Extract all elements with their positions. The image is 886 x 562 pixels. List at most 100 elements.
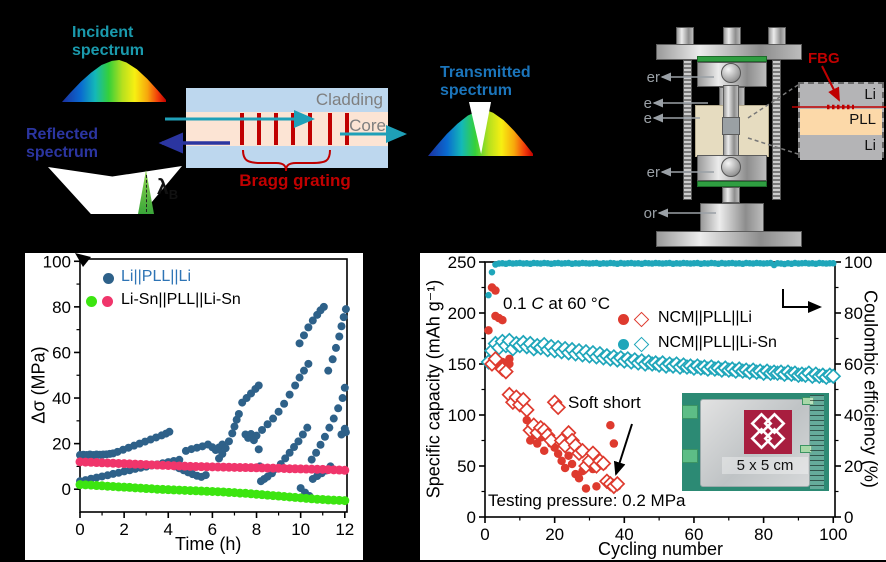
grating-bar [257, 113, 261, 145]
stress-chart: 0 2 4 6 8 10 12 0 20 40 60 80 100 [43, 253, 355, 539]
grating-bar [345, 113, 349, 145]
capacity-y-axis-title: Specific capacity (mAh g⁻¹) [423, 279, 444, 499]
svg-text:0: 0 [480, 525, 489, 544]
svg-text:80: 80 [52, 298, 71, 317]
bragg-grating-label: Bragg grating [239, 171, 351, 190]
bottom-cylinder [700, 203, 764, 233]
cycling-x-axis-title: Cycling number [598, 539, 724, 559]
cutoff-label: e [643, 95, 652, 112]
svg-text:20: 20 [844, 457, 863, 476]
svg-text:80: 80 [844, 304, 863, 323]
svg-text:40: 40 [52, 389, 71, 408]
threaded-rod [772, 60, 781, 200]
efficiency-y-axis-title: Coulombic efficiency (%) [860, 290, 881, 488]
svg-text:0: 0 [844, 508, 853, 527]
svg-text:20: 20 [52, 435, 71, 454]
svg-text:12: 12 [335, 520, 354, 539]
svg-text:100: 100 [819, 525, 847, 544]
reflected-spectrum-label: Reflected spectrum [26, 126, 99, 161]
svg-text:80: 80 [754, 525, 773, 544]
grating-bar [291, 113, 295, 145]
svg-text:50: 50 [457, 457, 476, 476]
cell-inset: Li PLL Li [798, 82, 884, 160]
cutoff-label: or [643, 205, 657, 222]
cycling-chart-panel: 0 20 40 60 80 100 0 50 100 150 200 250 0 20 40 60 80 100 … [420, 253, 886, 560]
bottom-plate [656, 231, 802, 247]
svg-text:6: 6 [208, 520, 217, 539]
tape-tab [682, 449, 698, 463]
core-label: Core [349, 116, 386, 135]
incident-spectrum-shape [62, 60, 166, 102]
tape-tab [682, 405, 698, 419]
cutoff-label: er [646, 69, 660, 86]
svg-text:100: 100 [43, 253, 71, 271]
university-logo-icon [744, 410, 792, 454]
lower-shaft [722, 187, 740, 203]
pouch-size-caption: 5 x 5 cm [722, 457, 808, 474]
gasket-bottom [697, 181, 767, 187]
legend-li-pll-li: Li||PLL||Li [121, 268, 191, 285]
svg-text:250: 250 [448, 253, 476, 272]
svg-text:0: 0 [62, 480, 71, 499]
pll-label: PLL [849, 111, 876, 128]
bolt [768, 27, 786, 45]
incident-spectrum-label: Incident spectrum [72, 24, 145, 59]
transmitted-spectrum-label: Transmitted spectrum [440, 64, 531, 99]
svg-text:150: 150 [448, 355, 476, 374]
svg-text:200: 200 [448, 304, 476, 323]
legend-lisn-pll-lisn: Li-Sn||PLL||Li-Sn [121, 291, 241, 308]
svg-text:0: 0 [75, 520, 84, 539]
stress-x-axis-title: Time (h) [175, 534, 242, 554]
legend-marker-red-circle [618, 314, 629, 325]
fbg-label: FBG [808, 50, 840, 67]
grating-bar [240, 113, 244, 145]
legend-ncm-pll-li: NCM||PLL||Li [658, 309, 752, 326]
svg-text:20: 20 [545, 525, 564, 544]
ruler [810, 395, 824, 489]
legend-ncm-pll-lisn: NCM||PLL||Li-Sn [658, 334, 777, 351]
stress-chart-panel: 0 2 4 6 8 10 12 0 20 40 60 80 100 Δσ (MPa) Time (h) … [25, 253, 363, 560]
grating-bar [308, 113, 312, 145]
legend-marker-green-circle [86, 296, 97, 307]
threaded-rod [683, 60, 692, 200]
li-bottom-label: Li [864, 137, 876, 154]
rate-condition-label: 0.1 C at 60 °C [503, 294, 610, 313]
grating-bar [328, 113, 332, 145]
svg-text:40: 40 [844, 406, 863, 425]
legend-marker-pink-circle [102, 296, 113, 307]
grating-bar [274, 113, 278, 145]
cladding-label: Cladding [315, 90, 383, 109]
bolt [723, 27, 741, 45]
optical-fiber: Cladding Core [186, 88, 388, 168]
cutoff-label: e [643, 110, 652, 127]
testing-pressure-label: Testing pressure: 0.2 MPa [488, 491, 686, 510]
svg-text:10: 10 [291, 520, 310, 539]
lambda-b-label: λB [157, 176, 179, 203]
pouch-cell-photo: 5 x 5 cm [682, 393, 829, 491]
li-layer-bottom [800, 135, 882, 160]
svg-text:40: 40 [615, 525, 634, 544]
svg-text:60: 60 [844, 355, 863, 374]
svg-text:0: 0 [467, 508, 476, 527]
legend-marker-blue-circle [103, 273, 114, 284]
bolt [676, 27, 694, 45]
li-top-label: Li [864, 86, 876, 103]
soft-short-label: Soft short [568, 393, 641, 412]
svg-text:60: 60 [52, 343, 71, 362]
gasket-top [697, 56, 767, 62]
cutoff-label: er [646, 164, 660, 181]
upper-ball [721, 63, 741, 83]
legend-marker-teal-circle [618, 339, 629, 350]
svg-text:2: 2 [119, 520, 128, 539]
lower-ball [721, 157, 741, 177]
peak-center-line [146, 175, 147, 212]
svg-text:60: 60 [684, 525, 703, 544]
stress-y-axis-title: Δσ (MPa) [28, 346, 49, 424]
fbg-cell-center [722, 117, 740, 135]
svg-text:100: 100 [448, 406, 476, 425]
svg-text:100: 100 [844, 253, 872, 272]
svg-text:8: 8 [252, 520, 261, 539]
pll-layer [800, 109, 882, 135]
